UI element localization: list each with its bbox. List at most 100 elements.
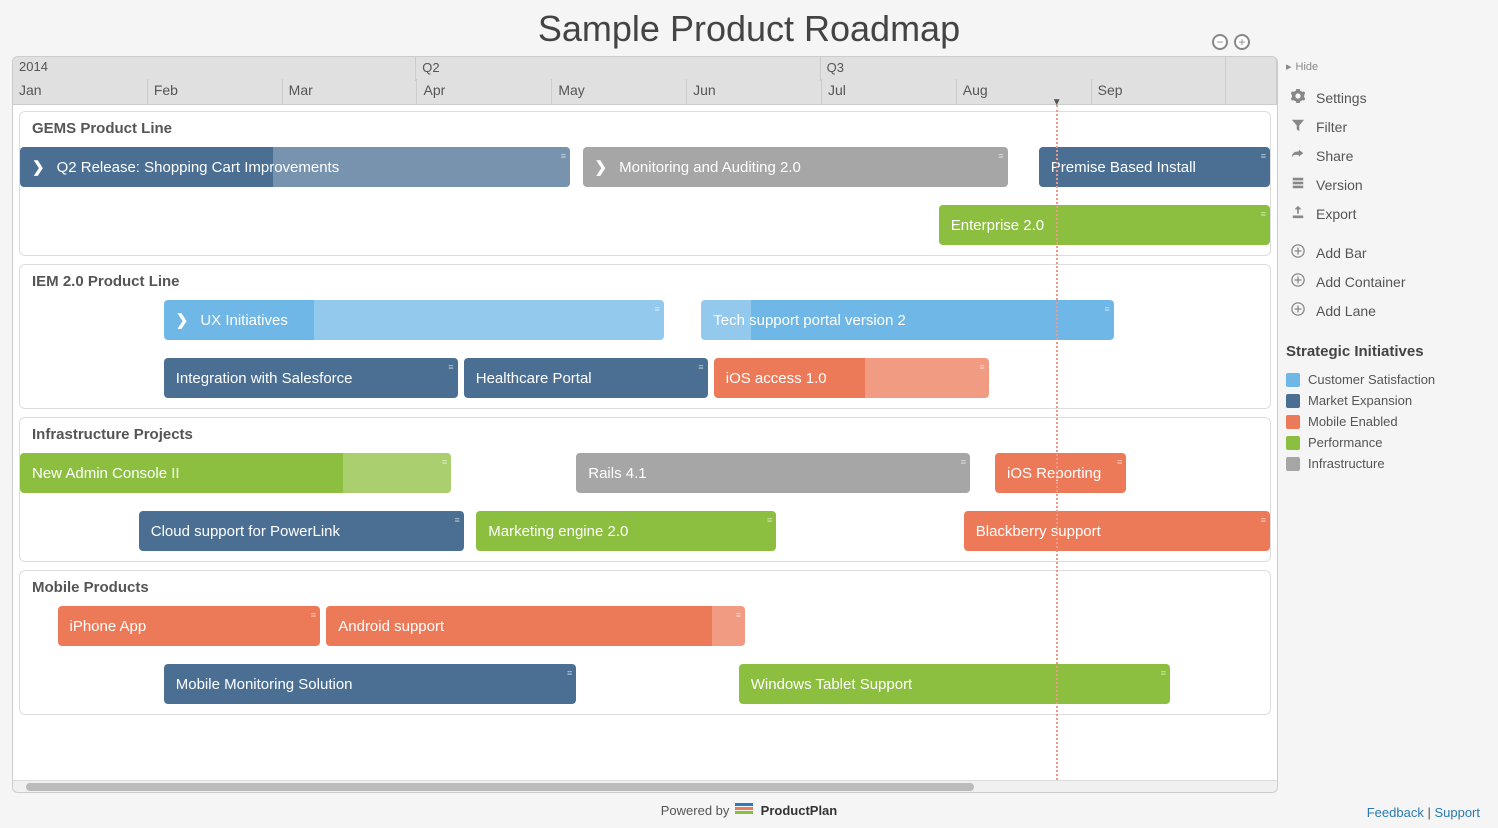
chevron-right-icon: ❯	[32, 158, 45, 176]
lane-header[interactable]: IEM 2.0 Product Line	[20, 265, 1270, 296]
legend-title: Strategic Initiatives	[1286, 343, 1486, 361]
lane-row: Integration with Salesforce≡Healthcare P…	[20, 354, 1270, 402]
timeline-month: Sep	[1092, 79, 1227, 105]
legend-item[interactable]: Infrastructure	[1286, 453, 1486, 474]
drag-handle-icon[interactable]: ≡	[454, 515, 459, 525]
sidebar-item-add-container[interactable]: Add Container	[1286, 267, 1486, 296]
drag-handle-icon[interactable]: ≡	[1117, 457, 1122, 467]
bar-label: UX Initiatives	[200, 312, 288, 329]
sidebar-item-add-lane[interactable]: Add Lane	[1286, 296, 1486, 325]
timeline-month: Aug	[957, 79, 1092, 105]
drag-handle-icon[interactable]: ≡	[561, 151, 566, 161]
roadmap-chart: Q2Q3 2014 JanFebMarAprMayJunJulAugSep ▼ …	[12, 56, 1278, 793]
sidebar-item-add-bar[interactable]: Add Bar	[1286, 238, 1486, 267]
timeline-month: Jan	[13, 79, 148, 105]
roadmap-bar[interactable]: ❯Q2 Release: Shopping Cart Improvements≡	[20, 147, 570, 187]
drag-handle-icon[interactable]: ≡	[1261, 151, 1266, 161]
drag-handle-icon[interactable]: ≡	[1261, 209, 1266, 219]
timeline-month: Feb	[148, 79, 283, 105]
lane-header[interactable]: GEMS Product Line	[20, 112, 1270, 143]
roadmap-bar[interactable]: New Admin Console II≡	[20, 453, 451, 493]
bar-label: Mobile Monitoring Solution	[176, 676, 353, 693]
sidebar-item-label: Export	[1316, 206, 1356, 222]
roadmap-bar[interactable]: Tech support portal version 2 ≡	[701, 300, 1114, 340]
bar-label: Integration with Salesforce	[176, 370, 353, 387]
timeline-month: Jul	[822, 79, 957, 105]
drag-handle-icon[interactable]: ≡	[1161, 668, 1166, 678]
roadmap-bar[interactable]: Mobile Monitoring Solution ≡	[164, 664, 577, 704]
legend-item[interactable]: Market Expansion	[1286, 390, 1486, 411]
lane-row: Enterprise 2.0≡	[20, 201, 1270, 249]
hide-sidebar-button[interactable]: ▸ Hide	[1286, 60, 1486, 73]
sidebar-item-filter[interactable]: Filter	[1286, 112, 1486, 141]
roadmap-bar[interactable]: Cloud support for PowerLink≡	[139, 511, 464, 551]
drag-handle-icon[interactable]: ≡	[767, 515, 772, 525]
scrollbar-thumb[interactable]	[26, 783, 974, 791]
lane-header[interactable]: Infrastructure Projects	[20, 418, 1270, 449]
roadmap-bar[interactable]: iOS access 1.0≡	[714, 358, 989, 398]
timeline-quarter	[1226, 57, 1277, 81]
drag-handle-icon[interactable]: ≡	[311, 610, 316, 620]
lane: Mobile ProductsiPhone App≡Android suppor…	[19, 570, 1271, 715]
drag-handle-icon[interactable]: ≡	[1261, 515, 1266, 525]
drag-handle-icon[interactable]: ≡	[442, 457, 447, 467]
roadmap-bar[interactable]: ❯ UX Initiatives ≡	[164, 300, 664, 340]
bar-label: Rails 4.1	[588, 465, 646, 482]
roadmap-bar[interactable]: ❯Monitoring and Auditing 2.0≡	[583, 147, 1008, 187]
roadmap-bar[interactable]: Marketing engine 2.0≡	[476, 511, 776, 551]
roadmap-bar[interactable]: Integration with Salesforce ≡	[164, 358, 458, 398]
lane-row: iPhone App≡ Android support ≡	[20, 602, 1270, 650]
roadmap-bar[interactable]: iOS Reporting≡	[995, 453, 1126, 493]
drag-handle-icon[interactable]: ≡	[448, 362, 453, 372]
lane-row: Cloud support for PowerLink≡ Marketing en…	[20, 507, 1270, 555]
sidebar-item-share[interactable]: Share	[1286, 141, 1486, 170]
chevron-right-icon: ❯	[176, 311, 189, 329]
feedback-link[interactable]: Feedback	[1367, 805, 1424, 820]
lane-row: ❯Q2 Release: Shopping Cart Improvements≡…	[20, 143, 1270, 191]
timeline-month: May	[552, 79, 687, 105]
zoom-in-button[interactable]: +	[1234, 34, 1250, 50]
roadmap-bar[interactable]: Android support ≡	[326, 606, 745, 646]
roadmap-bar[interactable]: Blackberry support≡	[964, 511, 1270, 551]
sidebar-item-settings[interactable]: Settings	[1286, 83, 1486, 112]
drag-handle-icon[interactable]: ≡	[979, 362, 984, 372]
lane: GEMS Product Line❯Q2 Release: Shopping C…	[19, 111, 1271, 256]
timeline-header: Q2Q3 2014 JanFebMarAprMayJunJulAugSep ▼	[13, 57, 1277, 105]
roadmap-bar[interactable]: iPhone App≡	[58, 606, 321, 646]
drag-handle-icon[interactable]: ≡	[998, 151, 1003, 161]
roadmap-bar[interactable]: Rails 4.1 ≡	[576, 453, 970, 493]
legend-swatch	[1286, 457, 1300, 471]
sidebar-item-label: Add Bar	[1316, 245, 1367, 261]
lane-header[interactable]: Mobile Products	[20, 571, 1270, 602]
legend-item[interactable]: Customer Satisfaction	[1286, 369, 1486, 390]
legend-item[interactable]: Mobile Enabled	[1286, 411, 1486, 432]
timeline-quarter	[13, 57, 416, 81]
lane-row: Mobile Monitoring Solution≡Windows Table…	[20, 660, 1270, 708]
roadmap-bar[interactable]: Healthcare Portal≡	[464, 358, 708, 398]
horizontal-scrollbar[interactable]	[13, 780, 1277, 792]
roadmap-bar[interactable]: Premise Based Install≡	[1039, 147, 1270, 187]
drag-handle-icon[interactable]: ≡	[567, 668, 572, 678]
drag-handle-icon[interactable]: ≡	[1104, 304, 1109, 314]
brand-logo-icon	[735, 803, 753, 818]
support-link[interactable]: Support	[1434, 805, 1480, 820]
drag-handle-icon[interactable]: ≡	[654, 304, 659, 314]
drag-handle-icon[interactable]: ≡	[961, 457, 966, 467]
bar-label: Android support	[338, 618, 444, 635]
drag-handle-icon[interactable]: ≡	[736, 610, 741, 620]
sidebar-item-version[interactable]: Version	[1286, 170, 1486, 199]
roadmap-bar[interactable]: Windows Tablet Support≡	[739, 664, 1170, 704]
sidebar-item-label: Add Lane	[1316, 303, 1376, 319]
sidebar-item-export[interactable]: Export	[1286, 199, 1486, 228]
gear-icon	[1290, 89, 1306, 106]
lane-row: New Admin Console II≡Rails 4.1≡iOS Repor…	[20, 449, 1270, 497]
export-icon	[1290, 205, 1306, 222]
bar-label: Tech support portal version 2	[713, 312, 906, 329]
sidebar-item-label: Filter	[1316, 119, 1347, 135]
legend-item[interactable]: Performance	[1286, 432, 1486, 453]
roadmap-bar[interactable]: Enterprise 2.0≡	[939, 205, 1270, 245]
page-title: Sample Product Roadmap	[0, 8, 1498, 50]
zoom-out-button[interactable]: −	[1212, 34, 1228, 50]
drag-handle-icon[interactable]: ≡	[698, 362, 703, 372]
hide-label: Hide	[1296, 61, 1319, 73]
